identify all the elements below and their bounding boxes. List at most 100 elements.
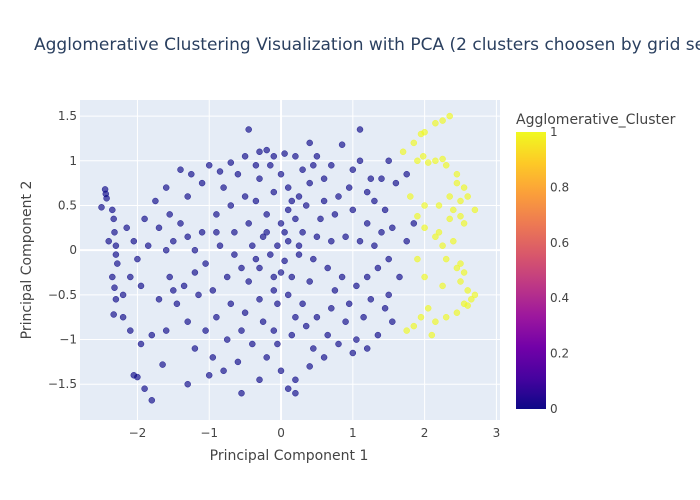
data-point-cluster-1[interactable] [450,237,457,245]
data-point-cluster-1[interactable] [417,130,425,138]
data-point-cluster-0[interactable] [363,345,371,352]
data-point-cluster-0[interactable] [299,166,306,173]
data-point-cluster-0[interactable] [328,305,335,312]
data-point-cluster-1[interactable] [414,212,421,220]
data-point-cluster-0[interactable] [112,251,120,258]
data-point-cluster-0[interactable] [345,184,353,191]
data-point-cluster-0[interactable] [111,229,118,236]
data-point-cluster-0[interactable] [328,162,335,169]
data-point-cluster-0[interactable] [378,175,385,182]
data-point-cluster-0[interactable] [170,237,177,245]
data-point-cluster-0[interactable] [137,340,145,348]
data-point-cluster-0[interactable] [277,367,285,375]
data-point-cluster-0[interactable] [141,215,148,223]
data-point-cluster-0[interactable] [130,237,138,245]
data-point-cluster-0[interactable] [270,287,278,294]
data-point-cluster-0[interactable] [288,197,296,205]
data-point-cluster-0[interactable] [331,287,339,294]
data-point-cluster-0[interactable] [180,282,188,290]
data-point-cluster-0[interactable] [134,255,141,263]
data-point-cluster-0[interactable] [177,166,184,173]
data-point-cluster-0[interactable] [299,300,306,308]
data-point-cluster-0[interactable] [267,251,274,258]
data-point-cluster-0[interactable] [103,195,110,202]
data-point-cluster-0[interactable] [371,197,378,205]
data-point-cluster-0[interactable] [284,206,292,214]
data-point-cluster-0[interactable] [152,197,159,205]
data-point-cluster-0[interactable] [241,153,249,160]
data-point-cluster-0[interactable] [342,233,349,241]
data-point-cluster-1[interactable] [410,322,418,330]
data-point-cluster-0[interactable] [281,150,288,157]
data-point-cluster-0[interactable] [313,313,321,321]
data-point-cluster-0[interactable] [378,229,385,236]
data-point-cluster-0[interactable] [162,184,170,191]
data-point-cluster-0[interactable] [155,296,163,303]
data-point-cluster-0[interactable] [166,273,173,281]
data-point-cluster-0[interactable] [356,126,364,133]
data-point-cluster-0[interactable] [252,162,260,169]
data-point-cluster-0[interactable] [173,300,181,308]
data-point-cluster-0[interactable] [112,242,120,249]
data-point-cluster-0[interactable] [127,273,134,281]
data-point-cluster-0[interactable] [263,146,270,154]
data-point-cluster-0[interactable] [162,327,170,334]
data-point-cluster-1[interactable] [460,220,468,227]
data-point-cluster-0[interactable] [302,202,310,209]
data-point-cluster-0[interactable] [259,233,267,241]
data-point-cluster-0[interactable] [184,233,191,241]
data-point-cluster-0[interactable] [231,251,238,258]
data-point-cluster-0[interactable] [281,229,288,236]
data-point-cluster-0[interactable] [349,166,357,173]
data-point-cluster-0[interactable] [313,233,321,241]
data-point-cluster-1[interactable] [464,287,471,294]
data-point-cluster-0[interactable] [345,300,353,308]
data-point-cluster-0[interactable] [295,242,303,249]
data-point-cluster-0[interactable] [320,354,328,361]
data-point-cluster-0[interactable] [292,389,299,397]
data-point-cluster-0[interactable] [284,291,292,299]
data-point-cluster-0[interactable] [109,273,116,281]
data-point-cluster-1[interactable] [457,197,464,205]
data-point-cluster-0[interactable] [328,237,335,245]
data-point-cluster-0[interactable] [220,367,227,375]
data-point-cluster-0[interactable] [105,237,112,245]
data-point-cluster-0[interactable] [110,215,117,223]
data-point-cluster-0[interactable] [313,153,321,160]
data-point-cluster-0[interactable] [123,224,130,232]
data-point-cluster-0[interactable] [114,260,121,267]
data-point-cluster-0[interactable] [367,296,375,303]
data-point-cluster-0[interactable] [209,287,217,294]
data-point-cluster-1[interactable] [460,269,468,276]
data-point-cluster-1[interactable] [442,255,450,263]
data-point-cluster-0[interactable] [148,397,156,404]
data-point-cluster-0[interactable] [363,188,371,196]
data-point-cluster-0[interactable] [256,376,263,384]
data-point-cluster-0[interactable] [295,251,303,258]
data-point-cluster-0[interactable] [213,313,220,321]
data-point-cluster-0[interactable] [213,211,220,218]
data-point-cluster-0[interactable] [119,313,127,321]
data-point-cluster-0[interactable] [288,273,296,281]
data-point-cluster-0[interactable] [263,229,270,236]
data-point-cluster-0[interactable] [270,327,278,334]
data-point-cluster-0[interactable] [220,184,227,191]
data-point-cluster-0[interactable] [381,305,389,312]
data-point-cluster-0[interactable] [342,318,349,325]
data-point-cluster-0[interactable] [320,197,328,205]
data-point-cluster-0[interactable] [205,162,213,169]
data-point-cluster-0[interactable] [155,224,163,232]
data-point-cluster-0[interactable] [349,349,357,357]
data-point-cluster-0[interactable] [324,331,331,339]
data-point-cluster-1[interactable] [432,233,439,241]
data-point-cluster-0[interactable] [353,282,360,290]
data-point-cluster-0[interactable] [288,331,296,339]
data-point-cluster-1[interactable] [450,206,457,214]
data-point-cluster-0[interactable] [112,296,120,303]
data-point-cluster-0[interactable] [249,340,256,348]
data-point-cluster-0[interactable] [209,354,217,361]
data-point-cluster-0[interactable] [374,331,382,339]
data-point-cluster-0[interactable] [231,229,238,236]
data-point-cluster-0[interactable] [270,273,278,281]
data-point-cluster-0[interactable] [227,202,235,209]
